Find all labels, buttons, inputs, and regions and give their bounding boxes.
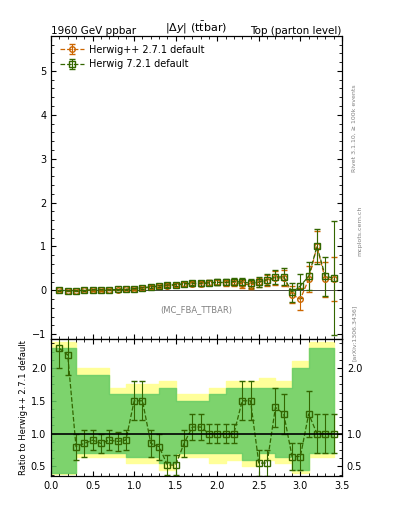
Title: $|\Delta y|$ (t$\bar{\rm t}$bar): $|\Delta y|$ (t$\bar{\rm t}$bar) <box>165 19 228 36</box>
Y-axis label: Ratio to Herwig++ 2.7.1 default: Ratio to Herwig++ 2.7.1 default <box>19 340 28 475</box>
Text: mcplots.cern.ch: mcplots.cern.ch <box>358 205 363 255</box>
Text: Top (parton level): Top (parton level) <box>250 26 342 36</box>
Text: (MC_FBA_TTBAR): (MC_FBA_TTBAR) <box>160 305 233 314</box>
Legend: Herwig++ 2.7.1 default, Herwig 7.2.1 default: Herwig++ 2.7.1 default, Herwig 7.2.1 def… <box>56 40 208 73</box>
Text: 1960 GeV ppbar: 1960 GeV ppbar <box>51 26 136 36</box>
Text: [arXiv:1306.3436]: [arXiv:1306.3436] <box>352 305 357 361</box>
Text: Rivet 3.1.10, ≥ 100k events: Rivet 3.1.10, ≥ 100k events <box>352 84 357 172</box>
